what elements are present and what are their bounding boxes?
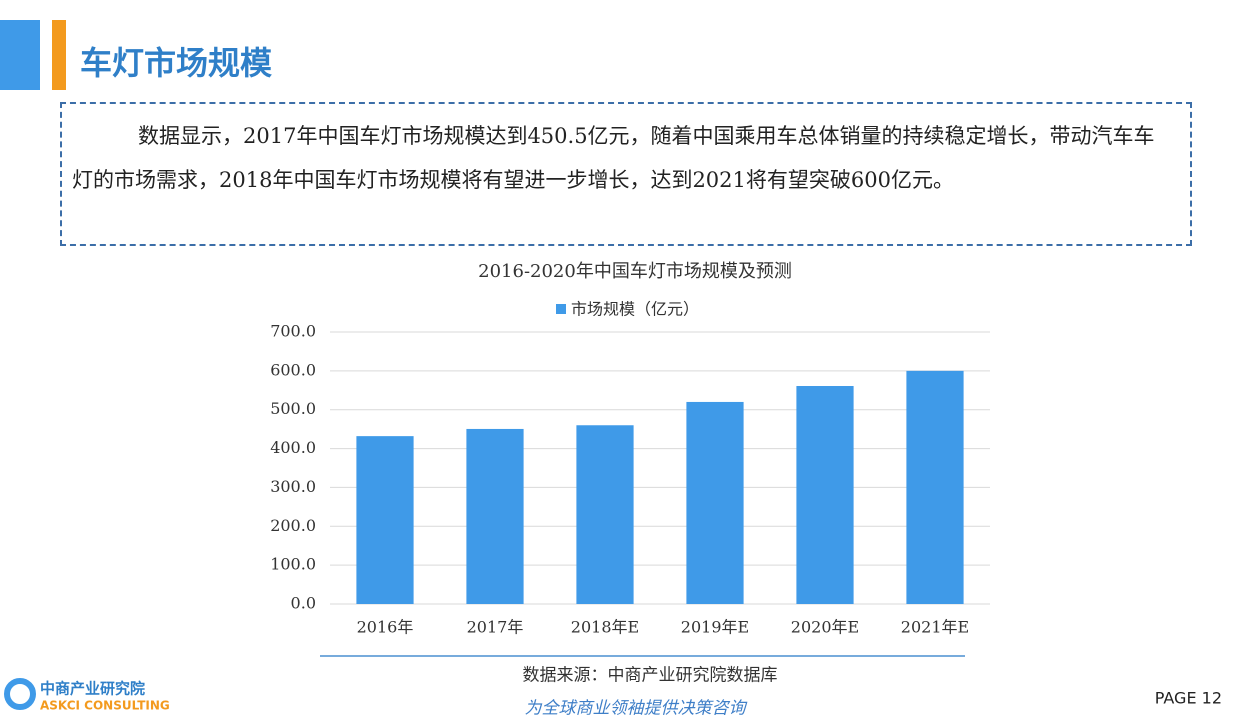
legend-swatch (556, 304, 566, 314)
y-tick-label: 300.0 (270, 477, 316, 496)
logo-cn: 中商产业研究院 (40, 680, 145, 698)
y-tick-label: 400.0 (270, 438, 316, 457)
x-tick-label: 2016年 (357, 618, 414, 637)
header-bar (0, 20, 40, 90)
bar (686, 401, 744, 604)
bar (796, 386, 854, 604)
y-tick-label: 500.0 (270, 399, 316, 418)
logo-en: ASKCI CONSULTING (40, 699, 170, 713)
paragraph: 数据显示，2017年中国车灯市场规模达到450.5亿元，随着中国乘用车总体销量的… (72, 124, 1155, 192)
bar (356, 436, 414, 604)
y-tick-label: 0.0 (291, 594, 316, 613)
x-tick-label: 2021年E (901, 618, 969, 637)
y-tick-label: 700.0 (270, 322, 316, 341)
text-box (60, 102, 1192, 246)
bar (906, 370, 964, 604)
x-tick-label: 2019年E (681, 618, 749, 637)
header-accent (52, 20, 66, 90)
y-tick-label: 200.0 (270, 516, 316, 535)
chart-title: 2016-2020年中国车灯市场规模及预测 (478, 261, 792, 282)
x-tick-label: 2017年 (467, 618, 524, 637)
source: 数据来源：中商产业研究院数据库 (523, 666, 778, 686)
page-title: 车灯市场规模 (80, 44, 273, 82)
x-tick-label: 2020年E (791, 618, 859, 637)
x-tick-label: 2018年E (571, 618, 639, 637)
y-tick-label: 600.0 (270, 360, 316, 379)
bar (466, 428, 524, 604)
legend-label: 市场规模（亿元） (571, 300, 699, 319)
bar (576, 425, 634, 604)
page-number: PAGE 12 (1155, 689, 1222, 708)
slogan: 为全球商业领袖提供决策咨询 (525, 699, 748, 719)
y-tick-label: 100.0 (270, 555, 316, 574)
logo-icon (4, 678, 36, 710)
